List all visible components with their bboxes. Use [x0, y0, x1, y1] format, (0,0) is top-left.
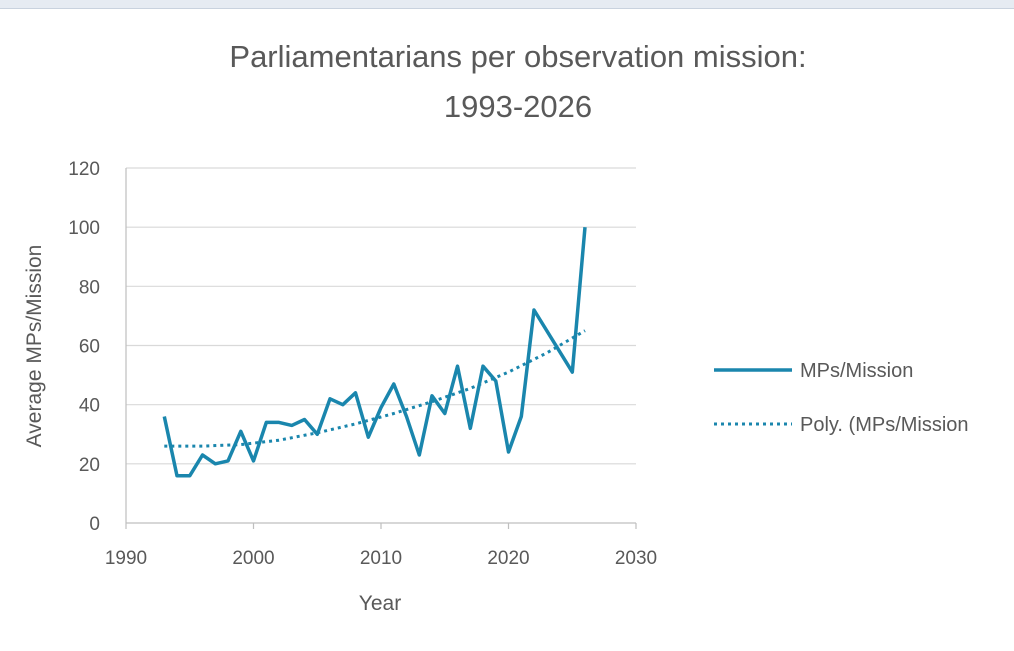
- chart-title-line-1: Parliamentarians per observation mission…: [229, 39, 806, 74]
- y-tick-20: 20: [79, 455, 100, 476]
- series-lines: [162, 227, 587, 478]
- chart-title-line-2: 1993-2026: [444, 89, 592, 124]
- y-tick-80: 80: [79, 277, 100, 298]
- x-tick-2030: 2030: [615, 548, 657, 569]
- legend-label-mps-per-mission: MPs/Mission: [800, 360, 913, 382]
- y-tick-100: 100: [68, 218, 100, 239]
- x-tick-1990: 1990: [105, 548, 147, 569]
- y-axis-title: Average MPs/Mission: [23, 245, 46, 448]
- top-frame-band: [0, 0, 1014, 9]
- x-tick-labels: 1990 2000 2010 2020 2030: [105, 548, 657, 569]
- y-tick-labels: 0 20 40 60 80 100 120: [68, 159, 100, 535]
- y-tick-40: 40: [79, 396, 100, 417]
- series-line-mps-per-mission: [162, 227, 587, 478]
- x-tick-2000: 2000: [232, 548, 274, 569]
- x-axis-title: Year: [359, 592, 401, 615]
- y-tick-120: 120: [68, 159, 100, 180]
- axes: [125, 168, 637, 529]
- y-tick-60: 60: [79, 337, 100, 358]
- trendline-polynomial: [164, 329, 586, 448]
- chart-title: Parliamentarians per observation mission…: [229, 39, 806, 124]
- legend-label-poly-trendline: Poly. (MPs/Mission: [800, 414, 969, 436]
- x-tick-2020: 2020: [487, 548, 529, 569]
- gridlines: [126, 167, 636, 465]
- x-tick-2010: 2010: [360, 548, 402, 569]
- y-tick-0: 0: [89, 514, 100, 535]
- legend: MPs/Mission Poly. (MPs/Mission: [714, 360, 969, 436]
